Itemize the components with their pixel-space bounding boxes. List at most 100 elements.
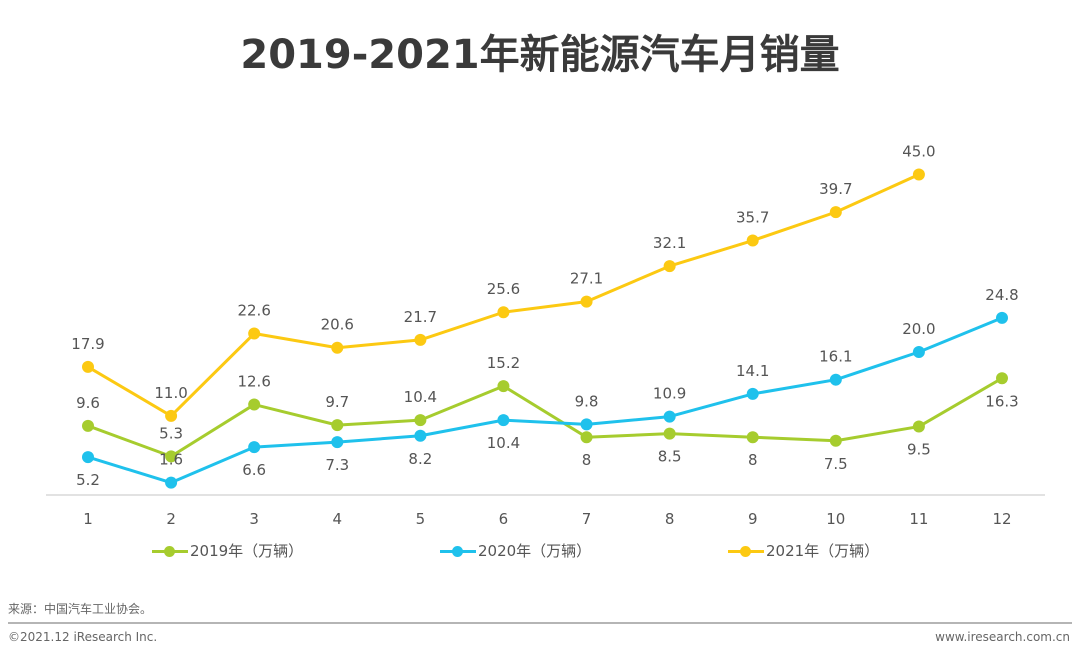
data-label: 8 [582, 451, 592, 469]
data-point[interactable] [248, 441, 261, 454]
data-label: 8.5 [658, 448, 682, 466]
legend-item-2021[interactable]: 2021年（万辆） [728, 540, 879, 561]
x-tick-label: 12 [992, 510, 1011, 528]
data-label: 45.0 [902, 143, 935, 161]
data-point[interactable] [580, 295, 593, 308]
data-point[interactable] [580, 418, 593, 431]
data-label: 8.2 [408, 450, 432, 468]
legend-marker-2019 [152, 543, 188, 559]
data-label: 9.5 [907, 441, 931, 459]
data-label: 6.6 [242, 461, 266, 479]
data-point[interactable] [414, 333, 427, 346]
source-note: 来源：中国汽车工业协会。 [8, 602, 153, 616]
legend-item-2020[interactable]: 2020年（万辆） [440, 540, 591, 561]
data-point[interactable] [82, 360, 94, 373]
legend-label: 2021年（万辆） [766, 542, 880, 560]
data-point[interactable] [912, 420, 925, 433]
x-tick-label: 5 [416, 510, 426, 528]
legend-dot [452, 545, 463, 557]
data-label: 9.7 [325, 393, 349, 411]
series-2021: 17.9 11.0 22.6 20.6 21.7 25.6 27.1 32.1 35.7 39.7… [71, 143, 936, 422]
data-label: 14.1 [736, 362, 769, 380]
data-point[interactable] [497, 306, 510, 319]
data-label: 10.4 [487, 434, 520, 452]
legend-marker-2020 [440, 543, 476, 559]
data-point[interactable] [746, 387, 759, 400]
series-2020: 5.2 1.6 6.6 7.3 8.2 10.4 9.8 10.9 14.1 16.1 20.0 24… [76, 286, 1019, 489]
data-point[interactable] [663, 260, 676, 273]
copyright-text: ©2021.12 iResearch Inc. [8, 630, 158, 644]
data-point[interactable] [912, 168, 925, 181]
data-point[interactable] [746, 234, 759, 247]
data-label: 12.6 [237, 373, 270, 391]
data-point[interactable] [331, 341, 344, 354]
legend-dot [740, 545, 751, 557]
data-point[interactable] [82, 451, 94, 464]
data-point[interactable] [829, 206, 842, 219]
series-layer: 9.6 5.3 12.6 9.7 10.4 15.2 8 8.5 8 7.5 9.5 16.3 5.2 1… [71, 143, 1018, 490]
data-point[interactable] [331, 436, 344, 449]
data-label: 20.0 [902, 320, 935, 338]
x-tick-label: 4 [332, 510, 342, 528]
data-label: 7.3 [325, 456, 349, 474]
data-point[interactable] [165, 409, 178, 422]
data-point[interactable] [414, 414, 427, 427]
data-point[interactable] [912, 346, 925, 358]
data-label: 27.1 [570, 270, 603, 288]
x-tick-label: 11 [909, 510, 928, 528]
data-label: 11.0 [154, 384, 187, 402]
data-label: 10.4 [404, 388, 437, 406]
x-tick-label: 3 [249, 510, 259, 528]
data-label: 9.8 [575, 392, 599, 410]
series-line [87, 316, 1003, 485]
data-label: 5.3 [159, 424, 183, 442]
legend-item-2019[interactable]: 2019年（万辆） [152, 540, 303, 561]
x-tick-label: 7 [582, 510, 592, 528]
x-tick-label: 6 [499, 510, 509, 528]
footer-divider [8, 622, 1072, 624]
legend-marker-2021 [728, 543, 764, 559]
data-label: 32.1 [653, 234, 686, 252]
data-point[interactable] [746, 431, 759, 444]
data-point[interactable] [497, 414, 510, 427]
data-label: 9.6 [76, 394, 100, 412]
chart-legend: 2019年（万辆） 2020年（万辆） 2021年（万辆） [0, 540, 1080, 564]
data-label: 16.3 [985, 392, 1018, 410]
x-tick-label: 1 [83, 510, 93, 528]
data-point[interactable] [248, 327, 261, 340]
data-point[interactable] [331, 419, 344, 432]
x-tick-labels: 1 2 3 4 5 6 7 8 9 10 11 12 [83, 510, 1011, 528]
data-point[interactable] [165, 450, 178, 463]
data-point[interactable] [829, 434, 842, 447]
data-label: 10.9 [653, 385, 686, 403]
data-point[interactable] [165, 476, 178, 489]
data-point[interactable] [996, 372, 1008, 385]
data-label: 21.7 [404, 308, 437, 326]
legend-label: 2020年（万辆） [478, 542, 592, 560]
website-link[interactable]: www.iresearch.com.cn [935, 630, 1070, 644]
data-label: 15.2 [487, 354, 520, 372]
data-point[interactable] [663, 410, 676, 423]
data-point[interactable] [497, 380, 510, 393]
data-point[interactable] [663, 427, 676, 440]
data-point[interactable] [829, 373, 842, 386]
series-2019: 9.6 5.3 12.6 9.7 10.4 15.2 8 8.5 8 7.5 9.5 16.3 [76, 354, 1019, 473]
line-chart: 1 2 3 4 5 6 7 8 9 10 11 12 9.65.312.69.7 10.415.28 8.… [46, 143, 1045, 528]
legend-dot [164, 545, 175, 557]
x-tick-label: 9 [748, 510, 758, 528]
data-point[interactable] [248, 398, 261, 411]
data-label: 16.1 [819, 348, 852, 366]
legend-label: 2019年（万辆） [190, 542, 304, 560]
data-point[interactable] [414, 429, 427, 442]
series-line [87, 376, 1003, 458]
data-label: 8 [748, 451, 758, 469]
data-label: 25.6 [487, 280, 520, 298]
data-label: 17.9 [71, 335, 104, 353]
x-tick-label: 2 [166, 510, 176, 528]
data-label: 39.7 [819, 180, 852, 198]
data-label: 20.6 [321, 316, 354, 334]
data-point[interactable] [996, 311, 1008, 324]
data-point[interactable] [580, 431, 593, 444]
data-point[interactable] [82, 419, 94, 432]
data-label: 22.6 [237, 302, 270, 320]
